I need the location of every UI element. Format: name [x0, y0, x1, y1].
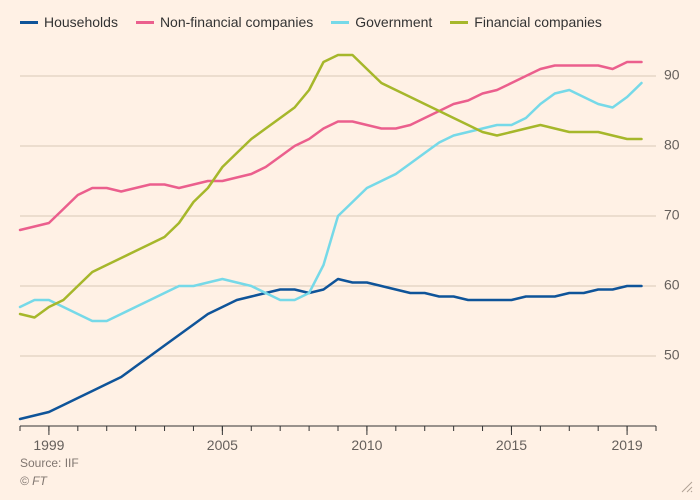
- legend-label: Government: [355, 14, 432, 30]
- series-line: [20, 279, 642, 419]
- plot-area: 506070809019992005201020152019: [20, 48, 656, 426]
- svg-text:1999: 1999: [33, 437, 64, 453]
- svg-text:2005: 2005: [207, 437, 238, 453]
- legend-item: Non-financial companies: [136, 14, 313, 30]
- legend-item: Households: [20, 14, 118, 30]
- copyright: © FT: [20, 472, 79, 490]
- series-line: [20, 55, 642, 318]
- svg-text:60: 60: [664, 277, 680, 293]
- legend: Households Non-financial companies Governm…: [0, 0, 700, 36]
- legend-item: Government: [331, 14, 432, 30]
- legend-item: Financial companies: [450, 14, 602, 30]
- chart-container: Households Non-financial companies Governm…: [0, 0, 700, 500]
- legend-swatch: [20, 21, 38, 24]
- legend-swatch: [136, 21, 154, 24]
- legend-label: Non-financial companies: [160, 14, 313, 30]
- svg-text:70: 70: [664, 207, 680, 223]
- source-label: Source: IIF: [20, 454, 79, 472]
- svg-text:50: 50: [664, 347, 680, 363]
- footer: Source: IIF © FT: [20, 454, 79, 490]
- svg-text:2010: 2010: [351, 437, 382, 453]
- resize-handle-icon: [680, 480, 694, 494]
- svg-text:80: 80: [664, 137, 680, 153]
- legend-swatch: [331, 21, 349, 24]
- legend-label: Households: [44, 14, 118, 30]
- svg-text:90: 90: [664, 67, 680, 83]
- svg-text:2019: 2019: [612, 437, 643, 453]
- legend-label: Financial companies: [474, 14, 602, 30]
- legend-swatch: [450, 21, 468, 24]
- plot-svg: 506070809019992005201020152019: [20, 48, 656, 426]
- svg-text:2015: 2015: [496, 437, 527, 453]
